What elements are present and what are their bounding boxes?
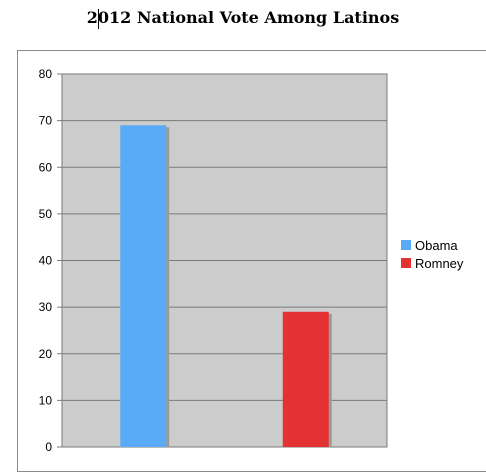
bar-obama: [120, 125, 167, 447]
y-tick-label: 40: [39, 254, 53, 268]
bars: [120, 125, 332, 447]
legend-label: Romney: [415, 256, 464, 271]
bar-chart: 0 10 20 30 40 50 60 70 80 Obama Romney: [39, 67, 464, 454]
legend-swatch: [401, 240, 411, 250]
y-tick-label: 0: [45, 440, 52, 454]
legend-swatch: [401, 258, 411, 268]
y-axis-ticks: 0 10 20 30 40 50 60 70 80: [39, 67, 62, 454]
legend-label: Obama: [415, 238, 458, 253]
y-tick-label: 10: [39, 393, 53, 407]
bar-romney: [282, 311, 329, 447]
y-tick-label: 30: [39, 300, 53, 314]
y-tick-label: 60: [39, 160, 53, 174]
y-tick-label: 70: [39, 114, 53, 128]
y-tick-label: 50: [39, 207, 53, 221]
y-tick-label: 80: [39, 67, 53, 81]
gridlines: [62, 73, 387, 448]
y-tick-label: 20: [39, 347, 53, 361]
text-cursor: [98, 9, 99, 29]
chart-title: 2012 National Vote Among Latinos: [86, 8, 400, 27]
legend: Obama Romney: [401, 238, 464, 271]
